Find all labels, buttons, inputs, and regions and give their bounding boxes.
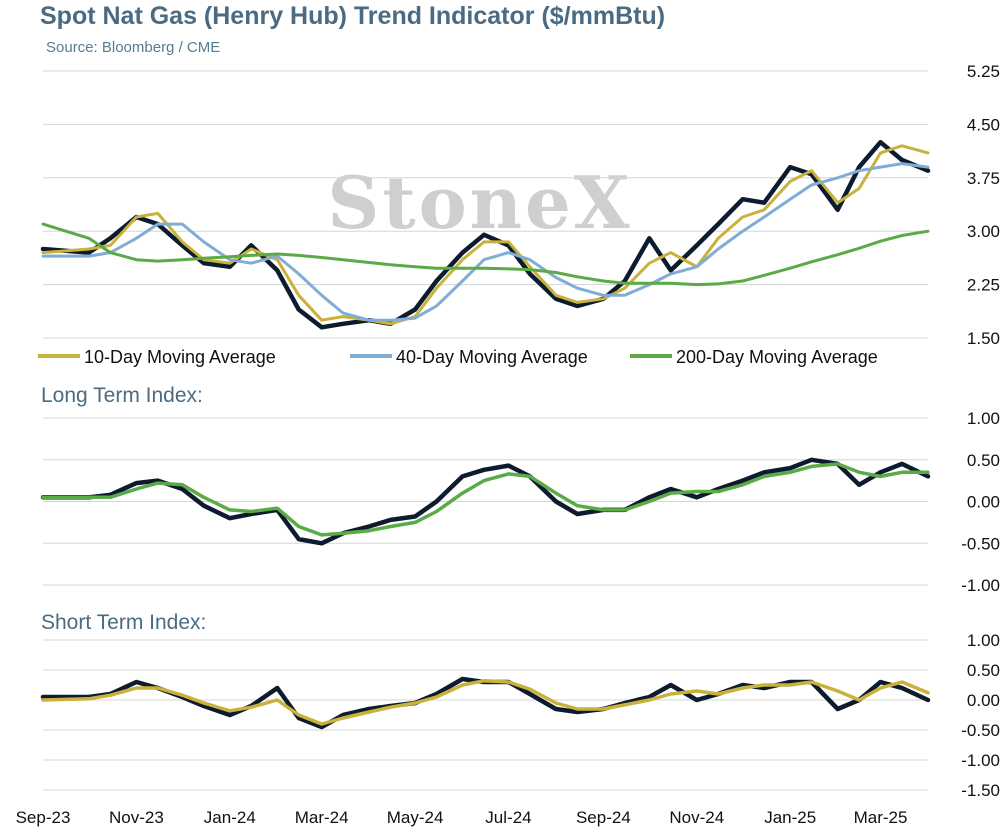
price-line xyxy=(40,139,931,330)
long-term-panel: 1.00 0.50 0.00 -0.50 -1.00 xyxy=(40,409,1000,595)
y-tick-label: 1.50 xyxy=(967,329,1000,348)
short-term-title: Short Term Index: xyxy=(41,611,207,634)
y-tick-label: 4.50 xyxy=(967,115,1000,134)
x-tick-label: Nov-23 xyxy=(109,808,164,827)
y-tick-label: 0.00 xyxy=(967,691,1000,710)
long-term-title: Long Term Index: xyxy=(41,384,203,407)
x-tick-label: Mar-25 xyxy=(854,808,908,827)
ma40-line xyxy=(41,162,930,322)
x-tick-label: Jan-25 xyxy=(764,808,816,827)
y-tick-label: 3.00 xyxy=(967,222,1000,241)
y-tick-label: 5.25 xyxy=(967,62,1000,81)
x-tick-label: May-24 xyxy=(387,808,444,827)
legend-label: 40-Day Moving Average xyxy=(396,347,588,367)
y-tick-label: -0.50 xyxy=(961,534,1000,553)
x-tick-label: Jan-24 xyxy=(204,808,256,827)
legend-label: 10-Day Moving Average xyxy=(84,347,276,367)
short-index-ma-line xyxy=(41,679,930,726)
x-axis: Sep-23 Nov-23 Jan-24 Mar-24 May-24 Jul-24 Sep-… xyxy=(16,808,908,827)
y-tick-label: 0.50 xyxy=(967,661,1000,680)
y-tick-label: 0.00 xyxy=(967,493,1000,512)
x-tick-label: Mar-24 xyxy=(295,808,349,827)
price-panel: 5.25 4.50 3.75 3.00 2.25 1.50 xyxy=(40,62,1000,348)
ma200-line xyxy=(41,222,930,287)
x-tick-label: Sep-24 xyxy=(576,808,631,827)
chart-source: Source: Bloomberg / CME xyxy=(46,39,221,56)
x-tick-label: Sep-23 xyxy=(16,808,71,827)
legend: 10-Day Moving Average 40-Day Moving Avera… xyxy=(38,347,878,367)
y-tick-label: 1.00 xyxy=(967,631,1000,650)
y-tick-label: -1.00 xyxy=(961,576,1000,595)
y-tick-label: -1.50 xyxy=(961,781,1000,800)
y-tick-label: 1.00 xyxy=(967,409,1000,428)
y-tick-label: 3.75 xyxy=(967,169,1000,188)
short-term-panel: 1.00 0.50 0.00 -0.50 -1.00 -1.50 xyxy=(40,631,1000,800)
watermark: StoneX xyxy=(327,160,632,245)
legend-label: 200-Day Moving Average xyxy=(676,347,878,367)
chart-title: Spot Nat Gas (Henry Hub) Trend Indicator… xyxy=(40,2,666,30)
y-tick-label: -1.00 xyxy=(961,751,1000,770)
y-tick-label: 0.50 xyxy=(967,451,1000,470)
x-tick-label: Nov-24 xyxy=(669,808,724,827)
y-tick-label: -0.50 xyxy=(961,721,1000,740)
long-index-line xyxy=(40,457,931,546)
x-tick-label: Jul-24 xyxy=(485,808,531,827)
ma10-line xyxy=(41,144,930,326)
y-tick-label: 2.25 xyxy=(967,276,1000,295)
long-index-ma-line xyxy=(41,462,930,537)
short-index-line xyxy=(40,676,931,730)
